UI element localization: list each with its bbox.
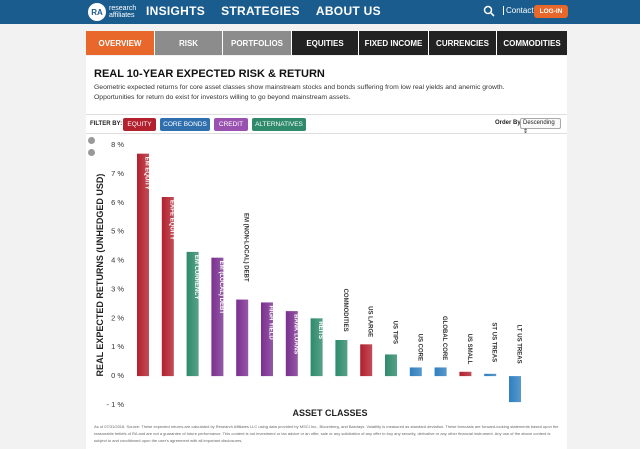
bar-category-label: EM EQUITY (144, 157, 150, 190)
bar-category-label: REITS (317, 321, 323, 339)
bar (186, 251, 199, 377)
x-axis-title: ASSET CLASSES (292, 408, 367, 418)
tab-fixed-income[interactable]: FIXED INCOME (359, 31, 429, 55)
bar (285, 311, 298, 377)
bar (509, 376, 521, 403)
page-description: Geometric expected returns for core asse… (94, 84, 505, 101)
y-tick-label: 1 % (111, 342, 124, 351)
bar-category-label: GLOBAL CORE (441, 316, 447, 360)
bar (161, 197, 174, 377)
order-by-label: Order By (495, 120, 521, 126)
login-button[interactable]: LOG-IN (534, 5, 568, 18)
bar (360, 344, 373, 377)
bar (310, 318, 323, 377)
footnote: As of 07/31/2018. Source: These expected… (94, 424, 559, 443)
tab-commodities[interactable]: COMMODITIES (497, 31, 567, 55)
main-nav: INSIGHTS STRATEGIES ABOUT US (146, 4, 397, 18)
bar (211, 257, 224, 377)
bar (409, 367, 422, 377)
filter-credit-button[interactable]: CREDIT (214, 118, 248, 131)
nav-about-us[interactable]: ABOUT US (315, 4, 381, 18)
bar (335, 340, 348, 377)
filter-label: FILTER BY: (90, 121, 123, 127)
logo-text: research affiliates (109, 5, 137, 19)
bar-category-label: COMMODITIES (342, 289, 348, 332)
bar-category-label: BANK LOANS (292, 314, 298, 354)
bar-category-label: EAFE EQUITY (168, 200, 174, 240)
bar-category-label: ST US TREAS (491, 322, 497, 362)
tab-portfolios[interactable]: PORTFOLIOS (223, 31, 292, 55)
search-icon[interactable] (483, 5, 495, 17)
tab-overview[interactable]: OVERVIEW (86, 31, 155, 55)
bar (137, 153, 149, 377)
y-axis-title: REAL EXPECTED RETURNS (UNHEDGED USD) (95, 174, 105, 377)
bar-category-label: LT US TREAS (516, 325, 522, 364)
filter-bar: FILTER BY: EQUITY CORE BONDS CREDIT ALTE… (86, 114, 567, 135)
bar-category-label: HIGH YIELD (268, 305, 274, 340)
page-title: REAL 10-YEAR EXPECTED RISK & RETURN (94, 68, 325, 80)
tab-equities[interactable]: EQUITIES (292, 31, 359, 55)
top-navigation-bar: RA research affiliates INSIGHTS STRATEGI… (0, 0, 640, 24)
y-tick-label: 5 % (111, 227, 124, 236)
bar (261, 302, 273, 377)
tab-currencies[interactable]: CURRENCIES (429, 31, 497, 55)
bar (434, 367, 447, 377)
bar (484, 373, 497, 377)
y-tick-label: - 1 % (106, 400, 124, 409)
bar-category-label: US SMALL (466, 334, 472, 365)
zoom-in-icon[interactable] (88, 137, 95, 144)
bar (385, 354, 397, 377)
filter-core-bonds-button[interactable]: CORE BONDS (160, 118, 210, 131)
bar-category-label: EM (LOCAL) DEBT (218, 261, 224, 315)
bar-category-label: EM CURRENCY (193, 255, 199, 300)
order-by-select[interactable]: Descending ⇕ (520, 118, 561, 135)
order-by-value: Descending (523, 120, 555, 126)
y-tick-label: 7 % (111, 169, 124, 178)
bar-category-label: US LARGE (367, 306, 373, 337)
nav-strategies[interactable]: STRATEGIES (221, 4, 300, 18)
filter-alternatives-button[interactable]: ALTERNATIVES (252, 118, 306, 131)
content-panel: REAL 10-YEAR EXPECTED RISK & RETURN Geom… (86, 56, 567, 449)
chart-tools (88, 137, 98, 161)
y-tick-label: 0 % (111, 371, 124, 380)
y-tick-label: 8 % (111, 140, 124, 149)
bar (459, 371, 472, 377)
bar-category-label: US CORE (416, 334, 422, 361)
logo-mark: RA (88, 3, 106, 21)
contact-link[interactable]: Contact (503, 6, 534, 15)
filter-equity-button[interactable]: EQUITY (123, 118, 156, 131)
y-tick-label: 4 % (111, 256, 124, 265)
y-tick-label: 3 % (111, 284, 124, 293)
bar-category-label: US TIPS (392, 321, 398, 344)
bar-category-label: EM (NON-LOCAL) DEBT (243, 213, 249, 282)
company-logo[interactable]: RA research affiliates (88, 3, 155, 21)
nav-insights[interactable]: INSIGHTS (146, 4, 206, 18)
section-tabs: OVERVIEW RISK PORTFOLIOS EQUITIES FIXED … (86, 31, 567, 55)
y-tick-label: 6 % (111, 198, 124, 207)
camera-icon[interactable] (88, 149, 95, 156)
y-tick-label: 2 % (111, 313, 124, 322)
bar (236, 299, 249, 377)
tab-risk[interactable]: RISK (155, 31, 223, 55)
